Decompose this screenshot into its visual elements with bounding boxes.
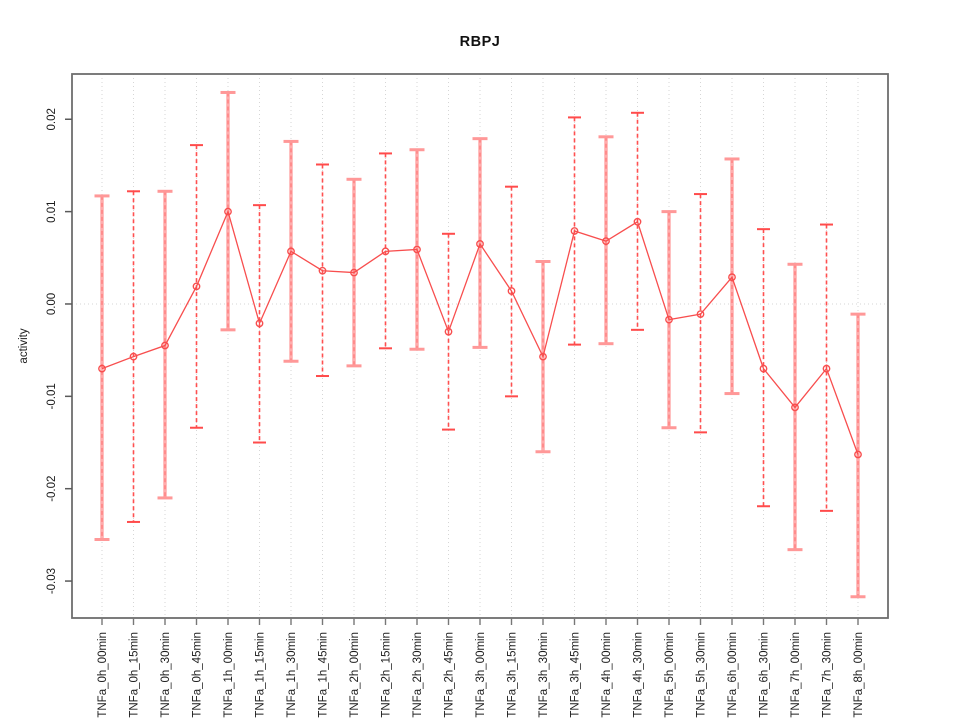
x-tick-label: TNFa_6h_00min [727,632,739,718]
x-tick-label: TNFa_7h_30min [822,632,834,718]
x-tick-label: TNFa_3h_00min [475,632,487,718]
x-tick-label: TNFa_1h_30min [286,632,298,718]
x-tick-label: TNFa_3h_15min [507,632,519,718]
series-line [101,209,859,455]
data-point-marker [665,315,673,324]
x-tick-label: TNFa_4h_30min [633,632,645,718]
x-tick-label: TNFa_1h_00min [223,632,235,718]
x-tick-label: TNFa_0h_00min [97,632,109,718]
x-tick-label: TNFa_2h_30min [412,632,424,718]
data-point-marker [224,207,232,216]
data-point-marker [822,364,831,373]
x-tick-label: TNFa_4h_00min [601,632,613,718]
y-tick-label: 0.01 [46,200,58,222]
data-point-marker [350,268,358,277]
y-tick-label: -0.02 [46,476,58,502]
data-point-marker [854,450,862,459]
x-tick-label: TNFa_6h_30min [759,632,771,718]
data-point-marker [633,217,642,226]
x-tick-label: TNFa_2h_45min [444,632,456,718]
data-point-marker [192,282,201,291]
data-point-marker [287,247,295,256]
data-point-marker [476,240,484,248]
data-point-marker [539,352,547,361]
data-point-marker [444,327,453,336]
x-tick-label: TNFa_0h_45min [192,632,204,718]
data-point-marker [602,237,610,246]
data-point-marker [759,364,768,373]
x-tick-label: TNFa_3h_30min [538,632,550,718]
x-tick-label: TNFa_5h_30min [696,632,708,718]
x-tick-label: TNFa_2h_00min [349,632,361,718]
x-tick-label: TNFa_7h_00min [790,632,802,718]
data-point-marker [413,245,421,254]
data-point-marker [255,319,264,328]
data-point-marker [570,227,579,235]
data-point-marker [696,310,705,319]
chart-title: RBPJ [459,34,501,50]
x-tick-label: TNFa_2h_15min [381,632,393,718]
y-tick-label: 0.00 [46,293,58,315]
data-point-marker [381,247,390,256]
data-point-marker [318,266,327,275]
x-tick-label: TNFa_5h_00min [664,632,676,718]
x-tick-label: TNFa_1h_15min [255,632,267,718]
x-tick-label: TNFa_0h_30min [160,632,172,718]
x-tick-label: TNFa_0h_15min [129,632,141,718]
y-tick-label: 0.02 [46,108,58,130]
data-point-marker [791,403,799,412]
data-point-marker [507,287,516,295]
data-point-marker [98,364,106,373]
y-tick-label: -0.03 [46,568,58,594]
x-tick-label: TNFa_3h_45min [570,632,582,718]
data-point-marker [728,273,736,282]
x-tick-label: TNFa_1h_45min [318,632,330,718]
x-tick-label: TNFa_8h_00min [853,632,865,718]
data-point-marker [161,341,169,350]
y-tick-label: -0.01 [46,383,58,409]
data-point-marker [129,352,138,361]
